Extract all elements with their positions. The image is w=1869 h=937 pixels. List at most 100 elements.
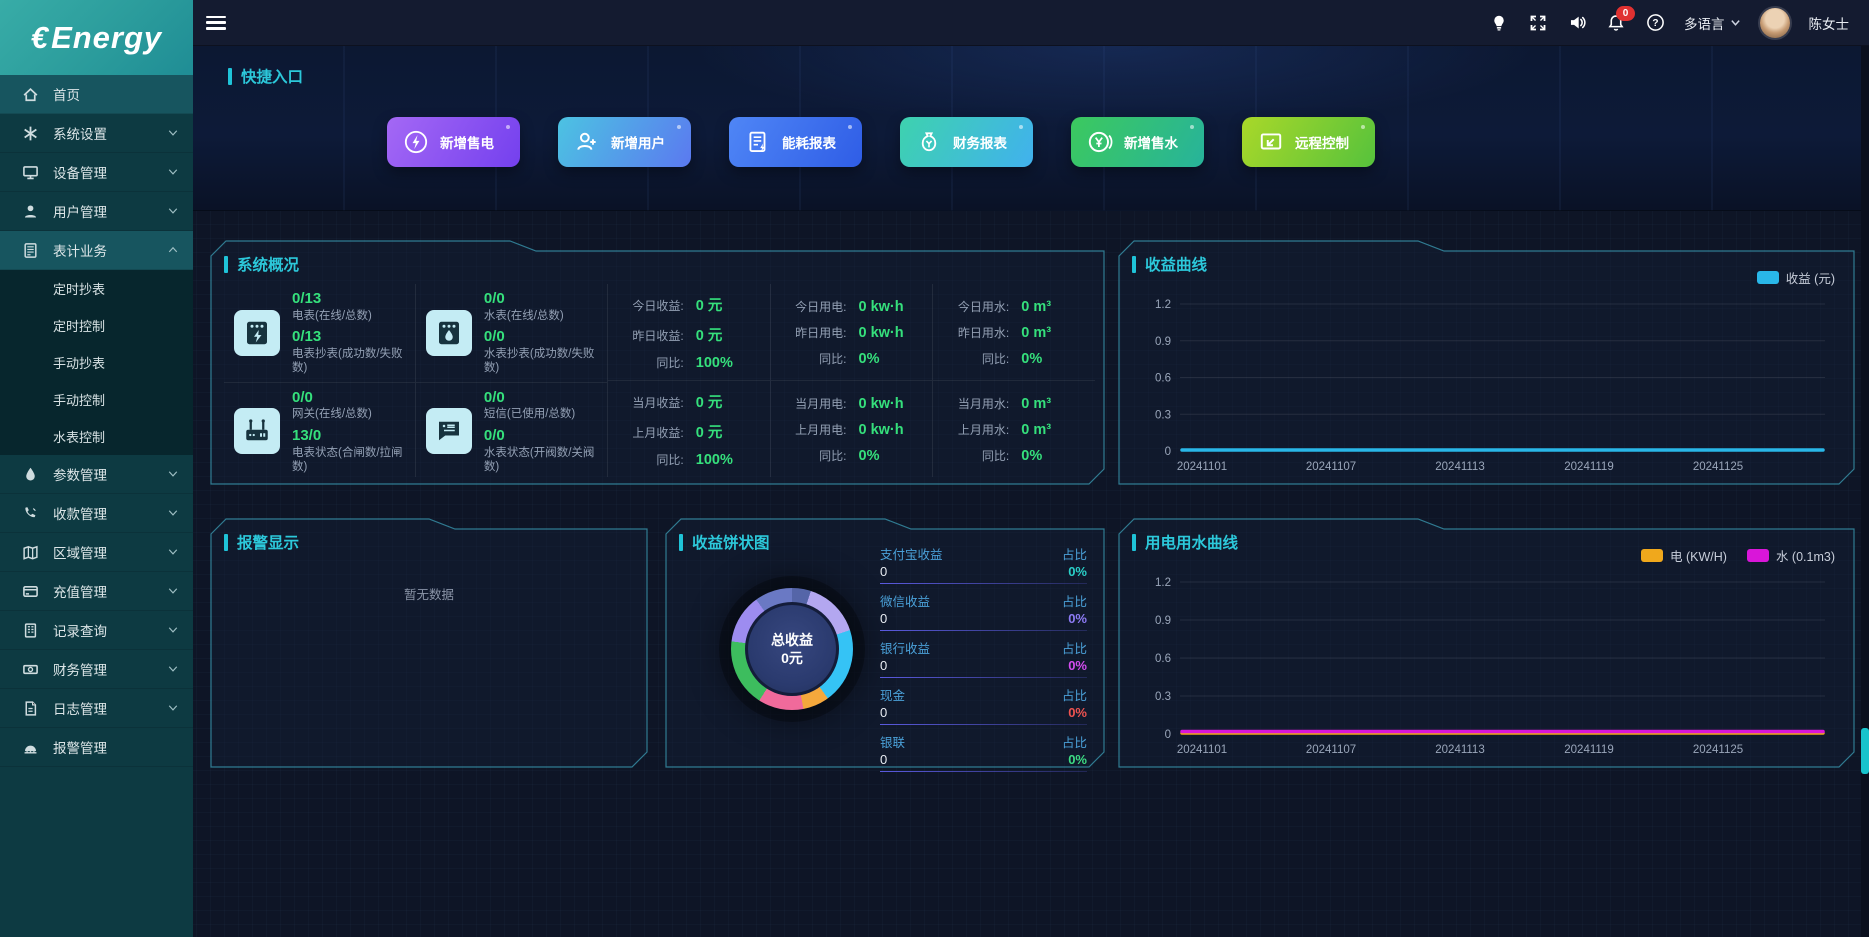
sidebar-item-label: 设备管理 [53,166,107,181]
topbar-actions: 0 ? 多语言 陈女士 [1489,5,1869,38]
help-icon[interactable]: ? [1645,13,1665,33]
sidebar-item-首页[interactable]: 首页 [0,75,193,114]
language-selector[interactable]: 多语言 [1684,13,1741,33]
sidebar-item-label: 记录查询 [53,624,107,639]
meter-stat-water-meter: 0/0 水表(在线/总数) 0/0 水表抄表(成功数/失败数) [415,284,607,383]
sidebar-subitem-定时控制[interactable]: 定时控制 [53,319,106,334]
quick-button-新增用户[interactable]: 新增用户 [558,117,691,167]
bulb-icon[interactable] [1489,13,1509,33]
energy-doc-icon [744,128,772,156]
quick-button-远程控制[interactable]: 远程控制 [1242,117,1375,167]
fullscreen-icon[interactable] [1528,13,1548,33]
legend-swatch [1641,549,1664,562]
stat-label: 上月收益: [632,425,684,440]
title-bar-decoration [224,255,228,273]
pie-legend-label: 现金 [880,689,906,703]
quick-entry-title-text: 快捷入口 [241,69,304,86]
meter-value1: 0/0 [483,388,505,406]
sidebar-item-充值管理[interactable]: 充值管理 [0,572,193,611]
user-name[interactable]: 陈女士 [1808,16,1850,32]
quick-entry-banner: 快捷入口 新增售电 新增用户 能耗报表 财务报表 新增售水 远程控制 [193,45,1869,211]
stat-label: 上月用水: [957,422,1010,437]
legend-item[interactable]: 水 (0.1m3) [1746,546,1835,565]
quick-button-财务报表[interactable]: 财务报表 [900,117,1033,167]
overview-meter-column-1: 0/13 电表(在线/总数) 0/13 电表抄表(成功数/失败数) 0/0 网关(在线/总… [224,284,416,477]
meter-stat-texts: 0/0 水表(在线/总数) 0/0 水表抄表(成功数/失败数) [484,290,597,376]
sidebar-item-系统设置[interactable]: 系统设置 [0,114,193,153]
usage-line-chart: 1.2 0.9 0.6 0.3 0 20241101 20241107 20241113 202… [1128,570,1841,762]
sidebar-item-财务管理[interactable]: 财务管理 [0,650,193,689]
quick-button-新增售水[interactable]: 新增售水 [1071,117,1204,167]
stat-block: 当月用水: 0 m³ 上月用水: 0 m³ 同比: 0% [933,381,1095,477]
remote-screen-icon [1257,128,1285,156]
legend-item[interactable]: 电 (KW/H) [1641,546,1727,565]
chevron-up-icon [167,244,179,256]
user-avatar[interactable] [1759,7,1790,38]
sidebar-item-区域管理[interactable]: 区域管理 [0,533,193,572]
scrollbar-thumb[interactable] [1861,728,1869,774]
pie-legend-divider [880,630,1087,631]
chevron-down-icon [167,166,179,178]
svg-text:0: 0 [1165,729,1171,741]
sidebar-item-label: 收款管理 [53,507,107,522]
chevron-down-icon [167,507,179,519]
sidebar-subitem-手动控制[interactable]: 手动控制 [53,393,106,408]
bell-icon[interactable]: 0 [1606,5,1635,33]
sidebar-subitem-水表控制[interactable]: 水表控制 [53,430,106,445]
stat-row: 当月收益: 0 元 [618,391,760,412]
sidebar-item-参数管理[interactable]: 参数管理 [0,455,193,494]
sidebar-item-收款管理[interactable]: 收款管理 [0,494,193,533]
meter-icon [22,242,39,259]
sidebar-item-用户管理[interactable]: 用户管理 [0,192,193,231]
chevron-down-icon [167,127,179,139]
stat-row: 上月用水: 0 m³ [943,421,1085,438]
topbar: 0 ? 多语言 陈女士 [193,0,1869,46]
pie-legend-value: 0 [880,705,888,720]
meter-label1: 电表(在线/总数) [292,309,372,322]
svg-text:?: ? [1652,18,1658,29]
revenue-legend: 收益 (元) [1756,268,1835,287]
meter-label2: 电表抄表(成功数/失败数) [292,347,403,375]
sidebar-item-报警管理[interactable]: 报警管理 [0,728,193,767]
sidebar-subitem-定时抄表[interactable]: 定时抄表 [53,282,106,297]
svg-text:0.3: 0.3 [1155,409,1171,421]
speaker-icon[interactable] [1567,13,1587,33]
stat-value: 0 m³ [1021,298,1052,315]
stat-row: 同比: 0% [943,350,1085,367]
quick-button-能耗报表[interactable]: 能耗报表 [729,117,862,167]
stat-value: 0 元 [695,424,723,441]
pie-legend-label: 银行收益 [880,642,931,656]
svg-text:20241113: 20241113 [1435,744,1484,756]
sidebar-item-表计业务[interactable]: 表计业务 [0,231,193,270]
legend-label: 水 (0.1m3) [1775,550,1835,564]
gateway-icon [234,408,280,455]
revenue-curve-panel: 收益曲线 收益 (元) 1.2 0.9 0.6 0.3 0 20241101 2024110… [1118,240,1855,485]
meter-value2: 0/0 [483,328,505,346]
usage-curve-title: 用电用水曲线 [1132,531,1238,553]
sidebar-item-记录查询[interactable]: 记录查询 [0,611,193,650]
sidebar-item-设备管理[interactable]: 设备管理 [0,153,193,192]
water-meter-icon [425,309,472,356]
sidebar-subitem-手动抄表[interactable]: 手动抄表 [53,356,106,371]
revenue-line-chart: 1.2 0.9 0.6 0.3 0 20241101 20241107 20241113 202… [1128,292,1841,479]
stat-row: 上月收益: 0 元 [618,421,760,442]
svg-text:1.2: 1.2 [1155,299,1171,311]
menu-toggle-button[interactable] [206,15,226,30]
pie-title: 收益饼状图 [679,531,770,553]
gear-icon [22,125,39,142]
quick-button-label: 新增用户 [611,136,665,151]
meter-value1: 0/0 [483,290,505,307]
quick-button-新增售电[interactable]: 新增售电 [387,117,520,167]
stat-row: 同比: 100% [618,451,760,468]
stat-value: 0 kw·h [858,298,904,315]
pie-legend-percent: 0% [1068,752,1087,767]
stat-label: 今日用水: [957,299,1010,314]
legend-item[interactable]: 收益 (元) [1756,268,1835,287]
pie-legend: 支付宝收益 占比 0 0% 微信收益 占比 0 0% 银行收益 占比 0 0% 现金 占比 0 0% 银联 占比 0… [880,544,1087,779]
sidebar-item-日志管理[interactable]: 日志管理 [0,689,193,728]
stat-block: 当月收益: 0 元上月收益: 0 元同比: 100% [608,381,770,477]
quick-button-label: 能耗报表 [782,136,836,151]
quick-button-label: 新增售水 [1124,136,1178,151]
page-scrollbar[interactable] [1861,0,1869,937]
